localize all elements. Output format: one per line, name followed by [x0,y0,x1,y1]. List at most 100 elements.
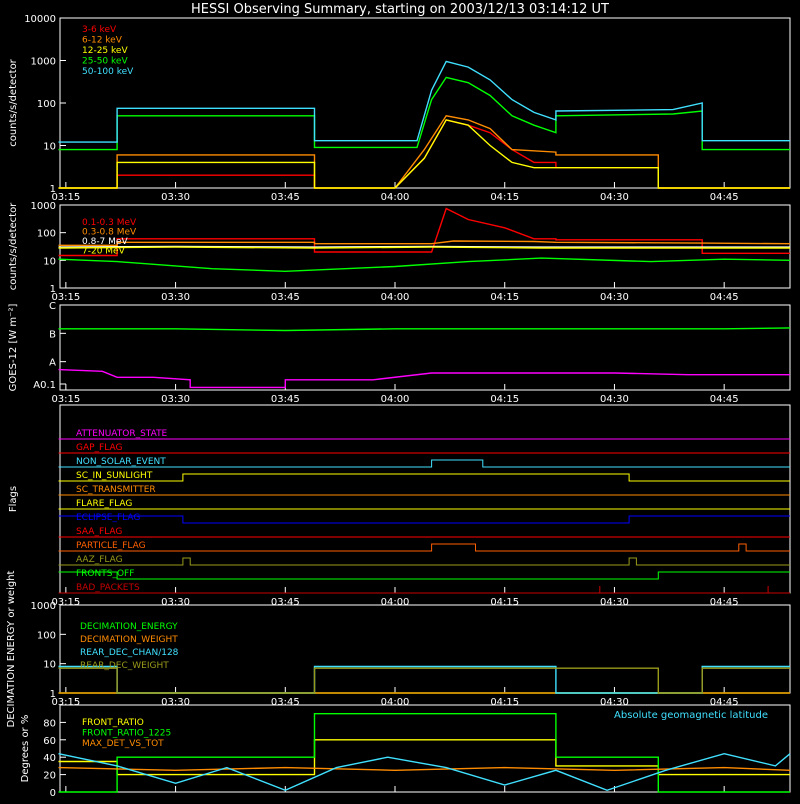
x-tick-label: 03:15 [51,597,80,608]
y-tick-label: 10 [43,256,56,267]
x-tick-label: 04:15 [490,697,519,708]
y-tick-label: 20 [43,771,56,782]
flag-label: FLARE_FLAG [76,499,132,509]
legend-entry: 50-100 keV [82,67,134,77]
panel-goes: A0.1 A B C GOES-12 [W m⁻²] 03:15 03:30 03:45 04:… [8,301,791,405]
x-tick-label: 04:45 [710,292,739,303]
legend-entry: DECIMATION_WEIGHT [80,635,178,645]
x-tick-label: 03:30 [161,394,190,405]
flag-trace [58,515,790,524]
x-tick-label: 04:45 [710,597,739,608]
flag-label: GAP_FLAG [76,443,122,453]
legend-entry: FRONT_RATIO [82,718,144,728]
x-tick-label: 03:30 [161,697,190,708]
y-tick-label: 60 [43,736,56,747]
y-tick-label: 1000 [31,601,56,612]
y-axis-label: DECIMATION ENERGY or weight [6,570,17,727]
x-tick-label: 03:30 [161,292,190,303]
flag-trace [58,571,790,580]
x-tick-label: 04:45 [710,192,739,203]
flag-label: NON_SOLAR_EVENT [76,457,166,467]
y-axis-label: GOES-12 [W m⁻²] [8,304,19,392]
x-tick-label: 03:15 [51,394,80,405]
series-line [58,713,790,793]
flag-trace [58,473,790,482]
y-tick-label: 80 [43,718,56,729]
series-line [58,119,790,189]
legend-entry: 0.3-0.8 MeV [82,228,137,238]
x-tick-label: 04:30 [600,192,629,203]
flag-label: PARTICLE_FLAG [76,541,146,551]
x-tick-label: 03:15 [51,292,80,303]
y-tick-label: 100 [37,99,56,110]
y-tick-label: A0.1 [33,380,56,391]
y-tick-label: 1 [50,689,56,700]
x-tick-label: 04:15 [490,597,519,608]
panel-high-energy: 1 10 100 1000 counts/s/detector 03:15 03:30 03:… [8,201,791,303]
legend-entry: 3-6 keV [82,25,117,35]
y-tick-label: 100 [37,229,56,240]
x-tick-label: 03:15 [51,697,80,708]
panel-decimation: 1 10 100 1000 DECIMATION ENERGY or weight 03:… [6,570,791,727]
flag-trace [58,543,790,552]
series-line [58,60,790,143]
legend-entry: 0.1-0.3 MeV [82,218,137,228]
x-tick-label: 03:45 [271,697,300,708]
y-axis-label: counts/s/detector [8,202,19,290]
x-tick-label: 04:00 [381,394,410,405]
y-tick-label: B [49,329,56,340]
x-tick-label: 04:45 [710,697,739,708]
x-tick-label: 04:30 [600,697,629,708]
panel-ratios: 0 20 40 60 80 Degrees or % FRONT_RATIOFRONT_RA… [20,704,791,799]
panel-frame [59,704,791,793]
y-tick-label: 40 [43,753,56,764]
legend-entry: FRONT_RATIO_1225 [82,729,171,739]
x-tick-label: 04:00 [381,192,410,203]
x-tick-label: 04:30 [600,394,629,405]
panel-flags: Flags 03:15 03:30 03:45 04:00 04:15 04:30 04:45… [8,404,791,608]
x-tick-label: 04:15 [490,292,519,303]
flag-label: ECLIPSE_FLAG [76,513,140,523]
y-tick-label: 1 [50,184,56,195]
flag-label: SAA_FLAG [76,527,122,537]
x-tick-label: 03:30 [161,597,190,608]
x-tick-label: 04:15 [490,192,519,203]
x-tick-label: 03:45 [271,394,300,405]
x-tick-label: 04:00 [381,597,410,608]
series-line [58,245,790,248]
legend-entry: 0.8-7 MeV [82,237,128,247]
flag-label: BAD_PACKETS [76,583,140,593]
flag-label: SC_IN_SUNLIGHT [76,471,153,481]
y-tick-label: 10 [43,142,56,153]
x-tick-label: 03:45 [271,292,300,303]
y-tick-label: 10000 [24,14,56,25]
flag-label: AAZ_FLAG [76,555,123,565]
legend-entry: MAX_DET_VS_TOT [82,739,164,749]
y-tick-label: 0 [50,788,56,799]
series-line [58,327,791,332]
y-axis-label: Flags [8,486,19,512]
annotation-label: Absolute geomagnetic latitude [614,710,768,721]
x-tick-label: 04:45 [710,394,739,405]
series-line [58,257,791,273]
y-axis-label: counts/s/detector [8,58,19,146]
flag-label: SC_TRANSMITTER [76,485,156,495]
y-tick-label: 1 [50,284,56,295]
x-tick-label: 03:45 [271,597,300,608]
series-line [58,115,790,189]
x-tick-label: 03:30 [161,192,190,203]
y-axis-label: Degrees or % [20,715,31,783]
legend-entry: 12-25 keV [82,46,128,56]
y-tick-label: 1000 [31,57,56,68]
legend-entry: DECIMATION_ENERGY [80,622,178,632]
series-line [58,752,791,792]
x-tick-label: 03:45 [271,192,300,203]
legend-entry: 6-12 keV [82,36,123,46]
x-tick-label: 04:30 [600,292,629,303]
legend-entry: 7-20 MeV [82,247,126,257]
y-tick-label: C [49,301,56,312]
legend-entry: REAR_DEC_WEIGHT [80,661,169,671]
legend-entry: REAR_DEC_CHAN/128 [80,648,179,658]
